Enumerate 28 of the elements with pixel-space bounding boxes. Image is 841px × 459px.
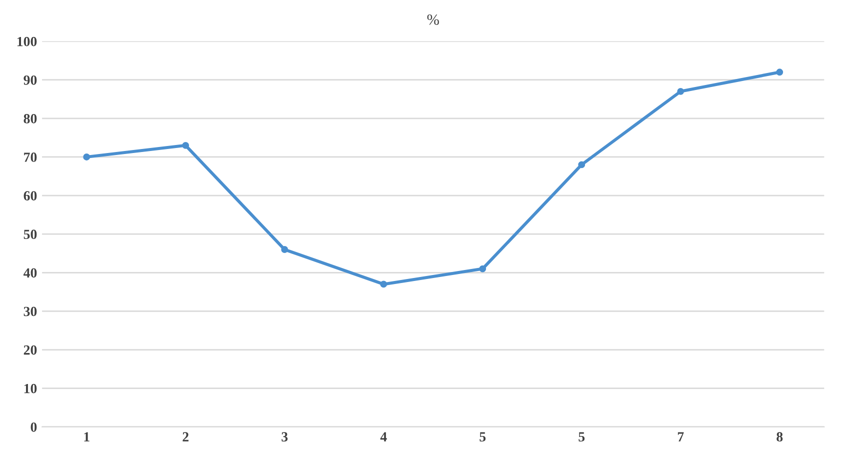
y-tick-label: 100 xyxy=(17,36,37,46)
point xyxy=(776,68,784,76)
x-tick-label: 5 xyxy=(480,432,486,442)
y-tick-label: 20 xyxy=(24,345,37,355)
x-tick-label: 5 xyxy=(578,432,585,442)
x-tick-label: 1 xyxy=(84,432,90,442)
x-tick-label: 7 xyxy=(678,432,684,442)
y-tick-label: 40 xyxy=(23,268,37,278)
y-tick-label: 60 xyxy=(24,191,37,200)
chart-title: % xyxy=(427,14,439,25)
point xyxy=(182,142,190,149)
y-tick-label: 80 xyxy=(24,114,37,124)
y-tick-label: 90 xyxy=(24,75,37,85)
point xyxy=(677,88,684,95)
y-tick-label: 30 xyxy=(24,306,37,316)
y-tick-label: 0 xyxy=(30,422,37,432)
point xyxy=(83,154,90,160)
y-tick-label: 70 xyxy=(24,152,37,162)
x-tick-label: 3 xyxy=(282,432,288,442)
point xyxy=(281,246,288,253)
point xyxy=(479,265,486,272)
x-tick-label: 4 xyxy=(380,432,387,442)
point xyxy=(380,280,388,288)
x-tick-label: 8 xyxy=(776,432,783,442)
y-tick-label: 50 xyxy=(24,230,37,240)
point xyxy=(578,161,586,168)
x-tick-label: 2 xyxy=(182,432,188,442)
y-tick-label: 10 xyxy=(24,384,37,394)
